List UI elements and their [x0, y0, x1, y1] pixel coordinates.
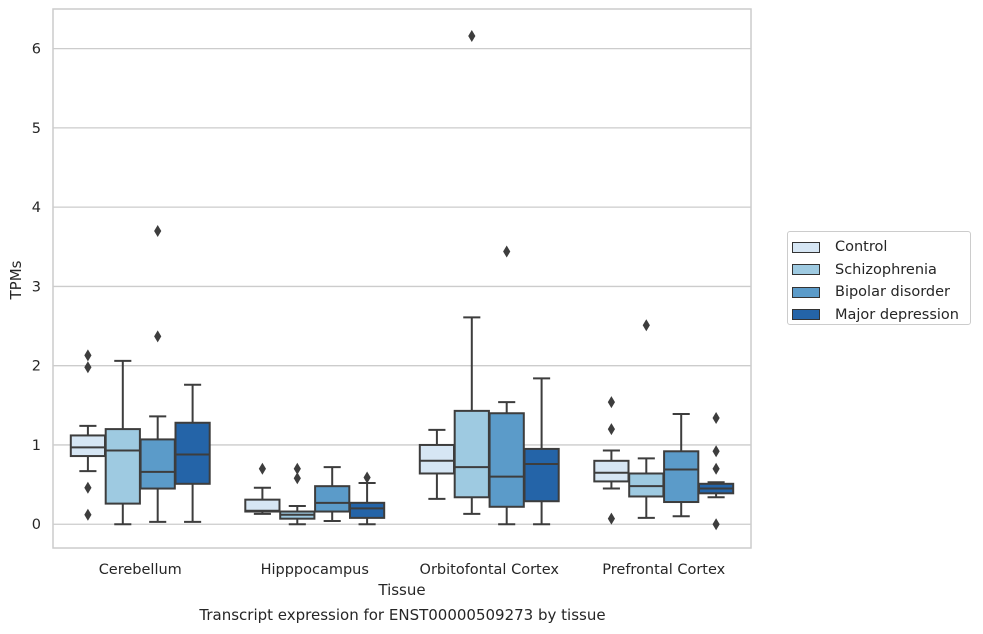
- legend-swatch: [792, 309, 820, 321]
- box: [69, 434, 107, 458]
- legend-item: Bipolar disorder: [792, 281, 970, 304]
- outlier-point: [363, 471, 371, 484]
- x-tick-labels: Cerebellum Hipppocampus Orbitofontal Corte…: [99, 562, 726, 578]
- box: [139, 438, 176, 490]
- y-tick-label: 3: [32, 279, 41, 295]
- outlier-point: [607, 396, 615, 409]
- box-major-depression: [523, 377, 560, 526]
- box-major-depression: [174, 383, 211, 523]
- box-groups: [69, 29, 735, 531]
- legend-label: Schizophrenia: [835, 261, 937, 278]
- legend-label: Major depression: [835, 306, 959, 323]
- outlier-point: [712, 518, 720, 531]
- box-bipolar-disorder: [488, 245, 525, 526]
- outlier-point: [712, 412, 720, 425]
- y-tick-label: 2: [32, 359, 41, 375]
- outlier-point: [293, 472, 301, 485]
- legend-item: Control: [792, 236, 970, 259]
- legend-swatch: [792, 264, 820, 276]
- x-tick-label: Prefrontal Cortex: [602, 562, 725, 578]
- box-schizophrenia: [104, 359, 141, 526]
- outlier-point: [468, 29, 476, 42]
- box: [453, 409, 490, 499]
- box-bipolar-disorder: [139, 224, 176, 523]
- outlier-point: [712, 462, 720, 475]
- x-axis-label: Tissue: [377, 581, 425, 599]
- legend-label: Bipolar disorder: [835, 284, 950, 301]
- box-control: [69, 349, 107, 521]
- outlier-point: [503, 245, 511, 258]
- y-tick-label: 1: [32, 438, 41, 454]
- y-tick-label: 5: [32, 121, 41, 137]
- legend-item: Major depression: [792, 304, 970, 327]
- y-tick-label: 6: [32, 42, 41, 58]
- x-tick-label: Cerebellum: [99, 562, 182, 578]
- box: [348, 501, 386, 519]
- legend-item: Schizophrenia: [792, 259, 970, 282]
- box: [314, 485, 351, 513]
- y-tick-labels: 0 1 2 3 4 5 6: [32, 42, 41, 534]
- outlier-point: [154, 224, 162, 237]
- legend-label: Control: [835, 239, 888, 256]
- x-tick-label: Orbitofontal Cortex: [420, 562, 560, 578]
- box: [593, 459, 630, 483]
- outlier-point: [258, 462, 266, 475]
- box: [628, 472, 665, 498]
- y-tick-label: 0: [32, 517, 41, 533]
- outlier-point: [154, 330, 162, 343]
- legend-swatch: [792, 286, 820, 298]
- outlier-point: [84, 349, 92, 362]
- box-control: [244, 462, 281, 515]
- box: [663, 450, 700, 504]
- outlier-point: [293, 462, 301, 475]
- outlier-point: [84, 508, 92, 521]
- box: [523, 447, 560, 503]
- figure-caption: Transcript expression for ENST0000050927…: [199, 606, 606, 624]
- box: [488, 412, 525, 508]
- box: [104, 428, 141, 505]
- box: [418, 443, 456, 475]
- box-schizophrenia: [453, 29, 490, 515]
- y-axis-label: TPMs: [7, 260, 25, 300]
- box-major-depression: [348, 471, 386, 526]
- box-control: [418, 428, 456, 500]
- box-bipolar-disorder: [663, 413, 700, 518]
- box-bipolar-disorder: [314, 466, 351, 523]
- outlier-point: [607, 423, 615, 436]
- box: [174, 421, 211, 485]
- legend: Control Schizophrenia Bipolar disorder Majo…: [787, 231, 971, 325]
- box-schizophrenia: [279, 462, 316, 526]
- box-schizophrenia: [628, 319, 665, 519]
- outlier-point: [642, 319, 650, 332]
- box-major-depression: [697, 412, 735, 531]
- outlier-point: [607, 512, 615, 525]
- legend-swatch: [792, 241, 820, 253]
- y-tick-label: 4: [32, 200, 41, 216]
- box-control: [593, 396, 630, 525]
- x-tick-label: Hipppocampus: [261, 562, 369, 578]
- outlier-point: [84, 361, 92, 374]
- outlier-point: [712, 445, 720, 458]
- plot-frame: [52, 8, 752, 549]
- outlier-point: [84, 481, 92, 494]
